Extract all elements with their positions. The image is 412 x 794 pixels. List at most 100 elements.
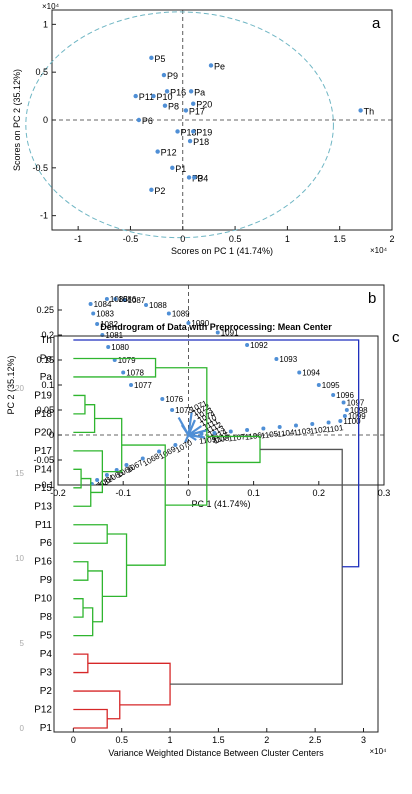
panel-a-point	[208, 63, 214, 68]
panel-b-upper-right-arm-label: 1097	[347, 399, 365, 408]
panel-b-lower-left-arm-point	[124, 463, 129, 467]
panel-b-upper-left-arm-point	[129, 383, 134, 387]
panel-b-upper-right-arm-point	[344, 408, 349, 412]
panel-a-point-label: P6	[142, 116, 153, 126]
panel-c-leaf-label: P11	[35, 520, 52, 531]
panel-c-link-red	[73, 690, 121, 720]
panel-b-xtick-label: 0.2	[313, 488, 326, 498]
panel-c-leaf-label: P13	[34, 501, 52, 512]
panel-b-upper-left-arm-point	[160, 397, 165, 401]
panel-b-upper-right-arm-label: 1096	[336, 391, 354, 400]
panel-c-leaf-label: P12	[34, 705, 52, 716]
panel-a-point-label: P9	[167, 71, 178, 81]
panel-c-link-red	[87, 662, 171, 706]
panel-b-upper-left-arm-label: 1080	[111, 343, 129, 352]
panel-b-upper-left-arm-point	[144, 303, 149, 307]
panel-b-lower-right-arm-label: 1103	[293, 426, 312, 437]
panel-a-point-label: P18	[193, 137, 209, 147]
panel-b-upper-left-arm-label: 1087	[128, 296, 146, 305]
panel-a-point	[149, 55, 154, 61]
panel-c-link-green	[73, 357, 157, 378]
panel-c-leaf-label: P1	[40, 723, 53, 734]
panel-a-point	[161, 72, 167, 78]
panel-a-point-label: P17	[189, 106, 205, 116]
panel-b-upper-left-arm-label: 1090	[191, 319, 209, 328]
panel-c-link-top	[73, 339, 360, 568]
panel-a-label: a	[372, 15, 381, 32]
panel-a-xtick-label: -0.5	[123, 234, 139, 244]
panel-a-point-label: P10	[156, 92, 172, 102]
panel-a-point	[186, 175, 192, 180]
panel-c-link-green	[73, 598, 84, 618]
panel-b-upper-left-arm-point	[186, 321, 191, 325]
panel-b-upper-left-arm-label: 1078	[126, 369, 144, 378]
panel-a-point-label: P12	[161, 148, 177, 158]
panel-b-upper-left-arm-label: 1079	[118, 356, 136, 365]
panel-a-point	[170, 165, 175, 171]
panel-b-upper-right-arm-point	[316, 383, 321, 387]
panel-c-leaf-label: P4	[40, 649, 53, 660]
panel-b-upper-right-arm-label: 1099	[348, 412, 366, 421]
panel-b-ytick-label: 0.2	[41, 330, 54, 340]
panel-a-xtick-label: 1.5	[333, 234, 346, 244]
panel-a-point-label: P5	[154, 54, 165, 64]
panel-b-upper-right-arm-label: 1094	[302, 369, 320, 378]
panel-c-title: Dendrogram of Data with Preprocessing: M…	[100, 322, 332, 332]
panel-b-lower-right-arm-point	[228, 429, 233, 434]
panel-c-xtick-label: 0.5	[115, 735, 128, 745]
panel-b-ytick-label: 0	[49, 430, 54, 440]
panel-b-xtick-label: 0	[186, 488, 191, 498]
panel-c-leaf-label: P15	[34, 483, 52, 494]
panel-b-upper-right-arm-point	[341, 400, 346, 405]
panel-a-point-label: Th	[364, 106, 375, 116]
panel-b-upper-left-arm-point	[121, 370, 126, 375]
panel-a-ytick-label: -1	[40, 211, 48, 221]
panel-b-upper-right-arm-point	[338, 419, 343, 423]
panel-a-point	[164, 89, 170, 94]
panel-b-lower-right-arm-label: 1105	[260, 429, 279, 440]
panel-b-cluster-stroke	[188, 428, 209, 437]
panel-c-xtick-label: 2	[264, 735, 269, 745]
panel-a-point	[155, 149, 160, 154]
panel-b-lower-right-arm-point	[212, 431, 217, 435]
panel-b-xtick-label: 0.1	[247, 488, 260, 498]
panel-c-link-green	[73, 404, 96, 434]
panel-b-xtick-label: 0.3	[378, 488, 391, 498]
panel-b-upper-left-arm-label: 1083	[96, 310, 114, 319]
panel-c-leaf-label: P18	[34, 409, 52, 420]
panel-b-upper-left-arm-point	[166, 311, 171, 316]
panel-a-x-exponent: ×10⁴	[370, 246, 388, 255]
panel-c-ytick-label: 0	[20, 724, 25, 733]
panel-b-upper-right-arm-label: 1095	[322, 381, 340, 390]
panel-b-upper-left-arm-point	[106, 345, 111, 349]
panel-a-point-label: P19	[196, 127, 212, 137]
panel-b-upper-right-arm-label: 1093	[279, 355, 297, 364]
panel-b-cluster-stroke	[188, 433, 205, 439]
panel-b-upper-left-arm-label: 1076	[165, 395, 183, 404]
panel-b-lower-right-arm-label: 1102	[309, 425, 328, 436]
panel-b-lower-right-arm-label: 1107	[228, 432, 247, 443]
panel-c-xtick-label: 1.5	[212, 735, 225, 745]
panel-c-leaf-label: P6	[40, 538, 53, 549]
panel-c-ytick-label: 15	[15, 469, 24, 478]
panel-c-x-exponent: ×10⁴	[369, 747, 387, 756]
panel-c-link-red	[73, 708, 108, 729]
panel-a-ytick-label: -0.5	[32, 163, 48, 173]
panel-b-upper-left-arm-label: 1086	[118, 295, 136, 304]
panel-a-point	[192, 175, 197, 180]
panel-a-xtick-label: 0	[180, 234, 185, 244]
panel-b-upper-left-arm-label: 1085	[110, 295, 128, 304]
panel-b-upper-left-arm-point	[104, 297, 109, 301]
panel-a-point	[136, 117, 142, 123]
panel-c-leaf-label: P5	[40, 631, 53, 642]
panel-a-point	[175, 129, 180, 134]
panel-b-cluster-stroke	[184, 434, 190, 443]
panel-a-xtick-label: 0.5	[229, 234, 242, 244]
panel-a-point	[183, 108, 189, 113]
panel-c-ytick-label: 5	[20, 639, 25, 648]
panel-b-lower-left-arm-point	[104, 473, 109, 477]
panel-c-link-green	[73, 450, 104, 494]
panel-b-upper-right-arm-point	[342, 414, 347, 418]
panel-b-lower-right-arm-point	[245, 428, 250, 432]
